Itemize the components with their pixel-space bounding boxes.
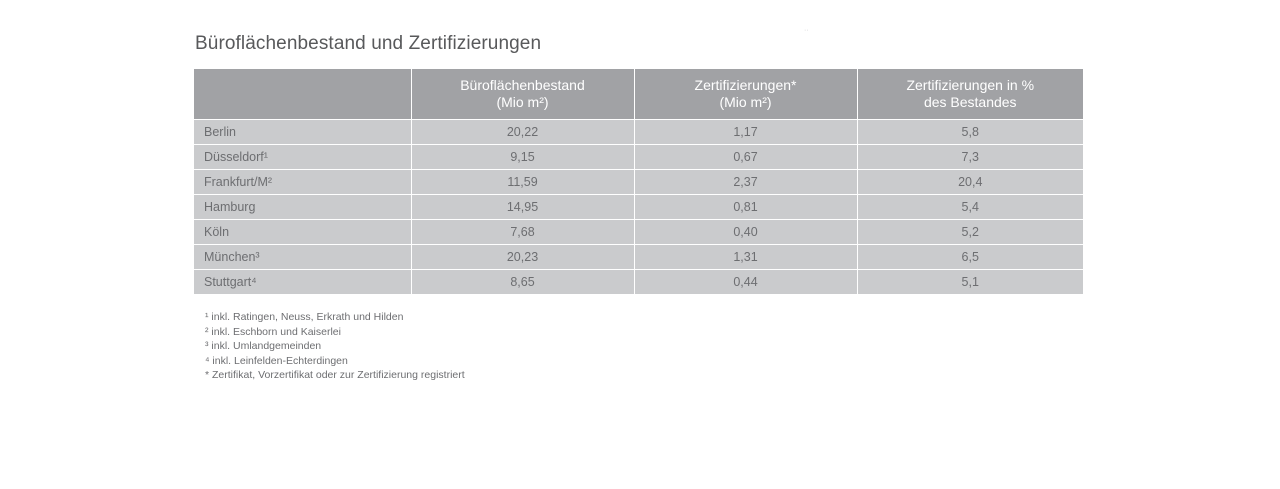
cell-pct: 5,4 [856, 194, 1083, 220]
table-row: Frankfurt/M² 11,59 2,37 20,4 [194, 169, 1083, 195]
header-certifications: Zertifizierungen* (Mio m²) [633, 69, 857, 120]
cell-stock: 20,22 [410, 119, 634, 145]
cell-city: Berlin [194, 119, 411, 145]
cell-city: Stuttgart⁴ [194, 269, 411, 294]
cell-city: Köln [194, 219, 411, 245]
footnote: ⁴ inkl. Leinfelden-Echterdingen [205, 354, 348, 367]
footnote: ³ inkl. Umlandgemeinden [205, 340, 322, 352]
table-header-row: Büroflächenbestand (Mio m²) Zertifizieru… [194, 69, 1083, 120]
table-row: Hamburg 14,95 0,81 5,4 [194, 194, 1083, 220]
cell-stock: 8,65 [410, 269, 634, 294]
header-city [194, 69, 411, 120]
cell-city: München³ [194, 244, 411, 270]
cell-cert: 1,17 [633, 119, 857, 145]
header-office-stock-line2: (Mio m²) [496, 94, 549, 110]
table-row: Berlin 20,22 1,17 5,8 [194, 119, 1083, 145]
cell-cert: 1,31 [633, 244, 857, 270]
cell-pct: 5,8 [856, 119, 1083, 145]
cell-city: Frankfurt/M² [194, 169, 411, 195]
cell-city: Düsseldorf¹ [194, 144, 411, 170]
page-title: Büroflächenbestand und Zertifizierungen [195, 33, 542, 54]
table-row: Stuttgart⁴ 8,65 0,44 5,1 [194, 269, 1083, 294]
cell-cert: 0,67 [633, 144, 857, 170]
decorative-mark: ·· [804, 27, 809, 34]
cell-stock: 9,15 [410, 144, 634, 170]
header-office-stock-line1: Büroflächenbestand [460, 77, 585, 93]
cell-pct: 6,5 [856, 244, 1083, 270]
cell-stock: 11,59 [410, 169, 634, 195]
cell-cert: 0,40 [633, 219, 857, 245]
cell-cert: 0,44 [633, 269, 857, 294]
footnotes: ¹ inkl. Ratingen, Neuss, Erkrath und Hil… [205, 310, 465, 383]
cell-cert: 2,37 [633, 169, 857, 195]
footnote: * Zertifikat, Vorzertifikat oder zur Zer… [205, 369, 465, 381]
header-certifications-line1: Zertifizierungen* [694, 77, 797, 93]
header-cert-percent-line2: des Bestandes [923, 94, 1017, 110]
cell-pct: 5,2 [856, 219, 1083, 245]
header-certifications-line2: (Mio m²) [719, 94, 772, 110]
table-row: Düsseldorf¹ 9,15 0,67 7,3 [194, 144, 1083, 170]
table-row: Köln 7,68 0,40 5,2 [194, 219, 1083, 245]
cell-pct: 20,4 [856, 169, 1083, 195]
header-office-stock: Büroflächenbestand (Mio m²) [410, 69, 634, 120]
footnote: ² inkl. Eschborn und Kaiserlei [205, 325, 341, 338]
table-row: München³ 20,23 1,31 6,5 [194, 244, 1083, 270]
cell-cert: 0,81 [633, 194, 857, 220]
header-cert-percent-line1: Zertifizierungen in % [906, 77, 1035, 93]
cell-stock: 20,23 [410, 244, 634, 270]
footnote: ¹ inkl. Ratingen, Neuss, Erkrath und Hil… [205, 311, 404, 323]
cell-city: Hamburg [194, 194, 411, 220]
cell-pct: 7,3 [856, 144, 1083, 170]
office-space-table: Büroflächenbestand (Mio m²) Zertifizieru… [194, 69, 1083, 294]
cell-pct: 5,1 [856, 269, 1083, 294]
cell-stock: 7,68 [410, 219, 634, 245]
header-cert-percent: Zertifizierungen in % des Bestandes [856, 69, 1083, 120]
cell-stock: 14,95 [410, 194, 634, 220]
